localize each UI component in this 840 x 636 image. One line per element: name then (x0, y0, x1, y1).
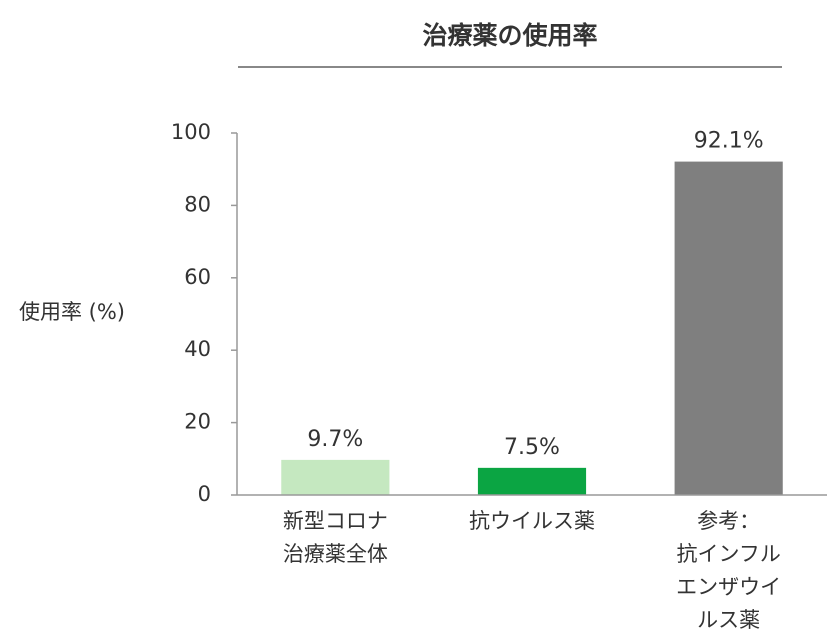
y-tick-label: 60 (184, 265, 211, 289)
x-tick-label: ルス薬 (697, 608, 760, 632)
y-tick-label: 80 (184, 192, 211, 216)
y-tick-label: 40 (184, 337, 211, 361)
y-tick-label: 100 (171, 120, 211, 144)
bar (477, 467, 587, 495)
value-label: 9.7% (307, 427, 363, 452)
y-tick-label: 20 (184, 410, 211, 434)
x-tick-label: 抗インフル (676, 542, 780, 566)
bar (281, 459, 390, 495)
bar (674, 161, 783, 495)
value-label: 7.5% (504, 435, 560, 460)
x-tick-label: 参考： (697, 509, 760, 533)
x-tick-label: 新型コロナ (283, 509, 388, 533)
x-tick-label: エンザウイ (676, 575, 781, 599)
y-axis-label: 使用率 (%) (19, 300, 125, 324)
value-label: 92.1% (694, 129, 764, 154)
y-tick-label: 0 (198, 482, 211, 506)
x-tick-label: 治療薬全体 (283, 542, 388, 566)
x-tick-label: 抗ウイルス薬 (469, 509, 595, 533)
chart-title: 治療薬の使用率 (422, 21, 597, 50)
